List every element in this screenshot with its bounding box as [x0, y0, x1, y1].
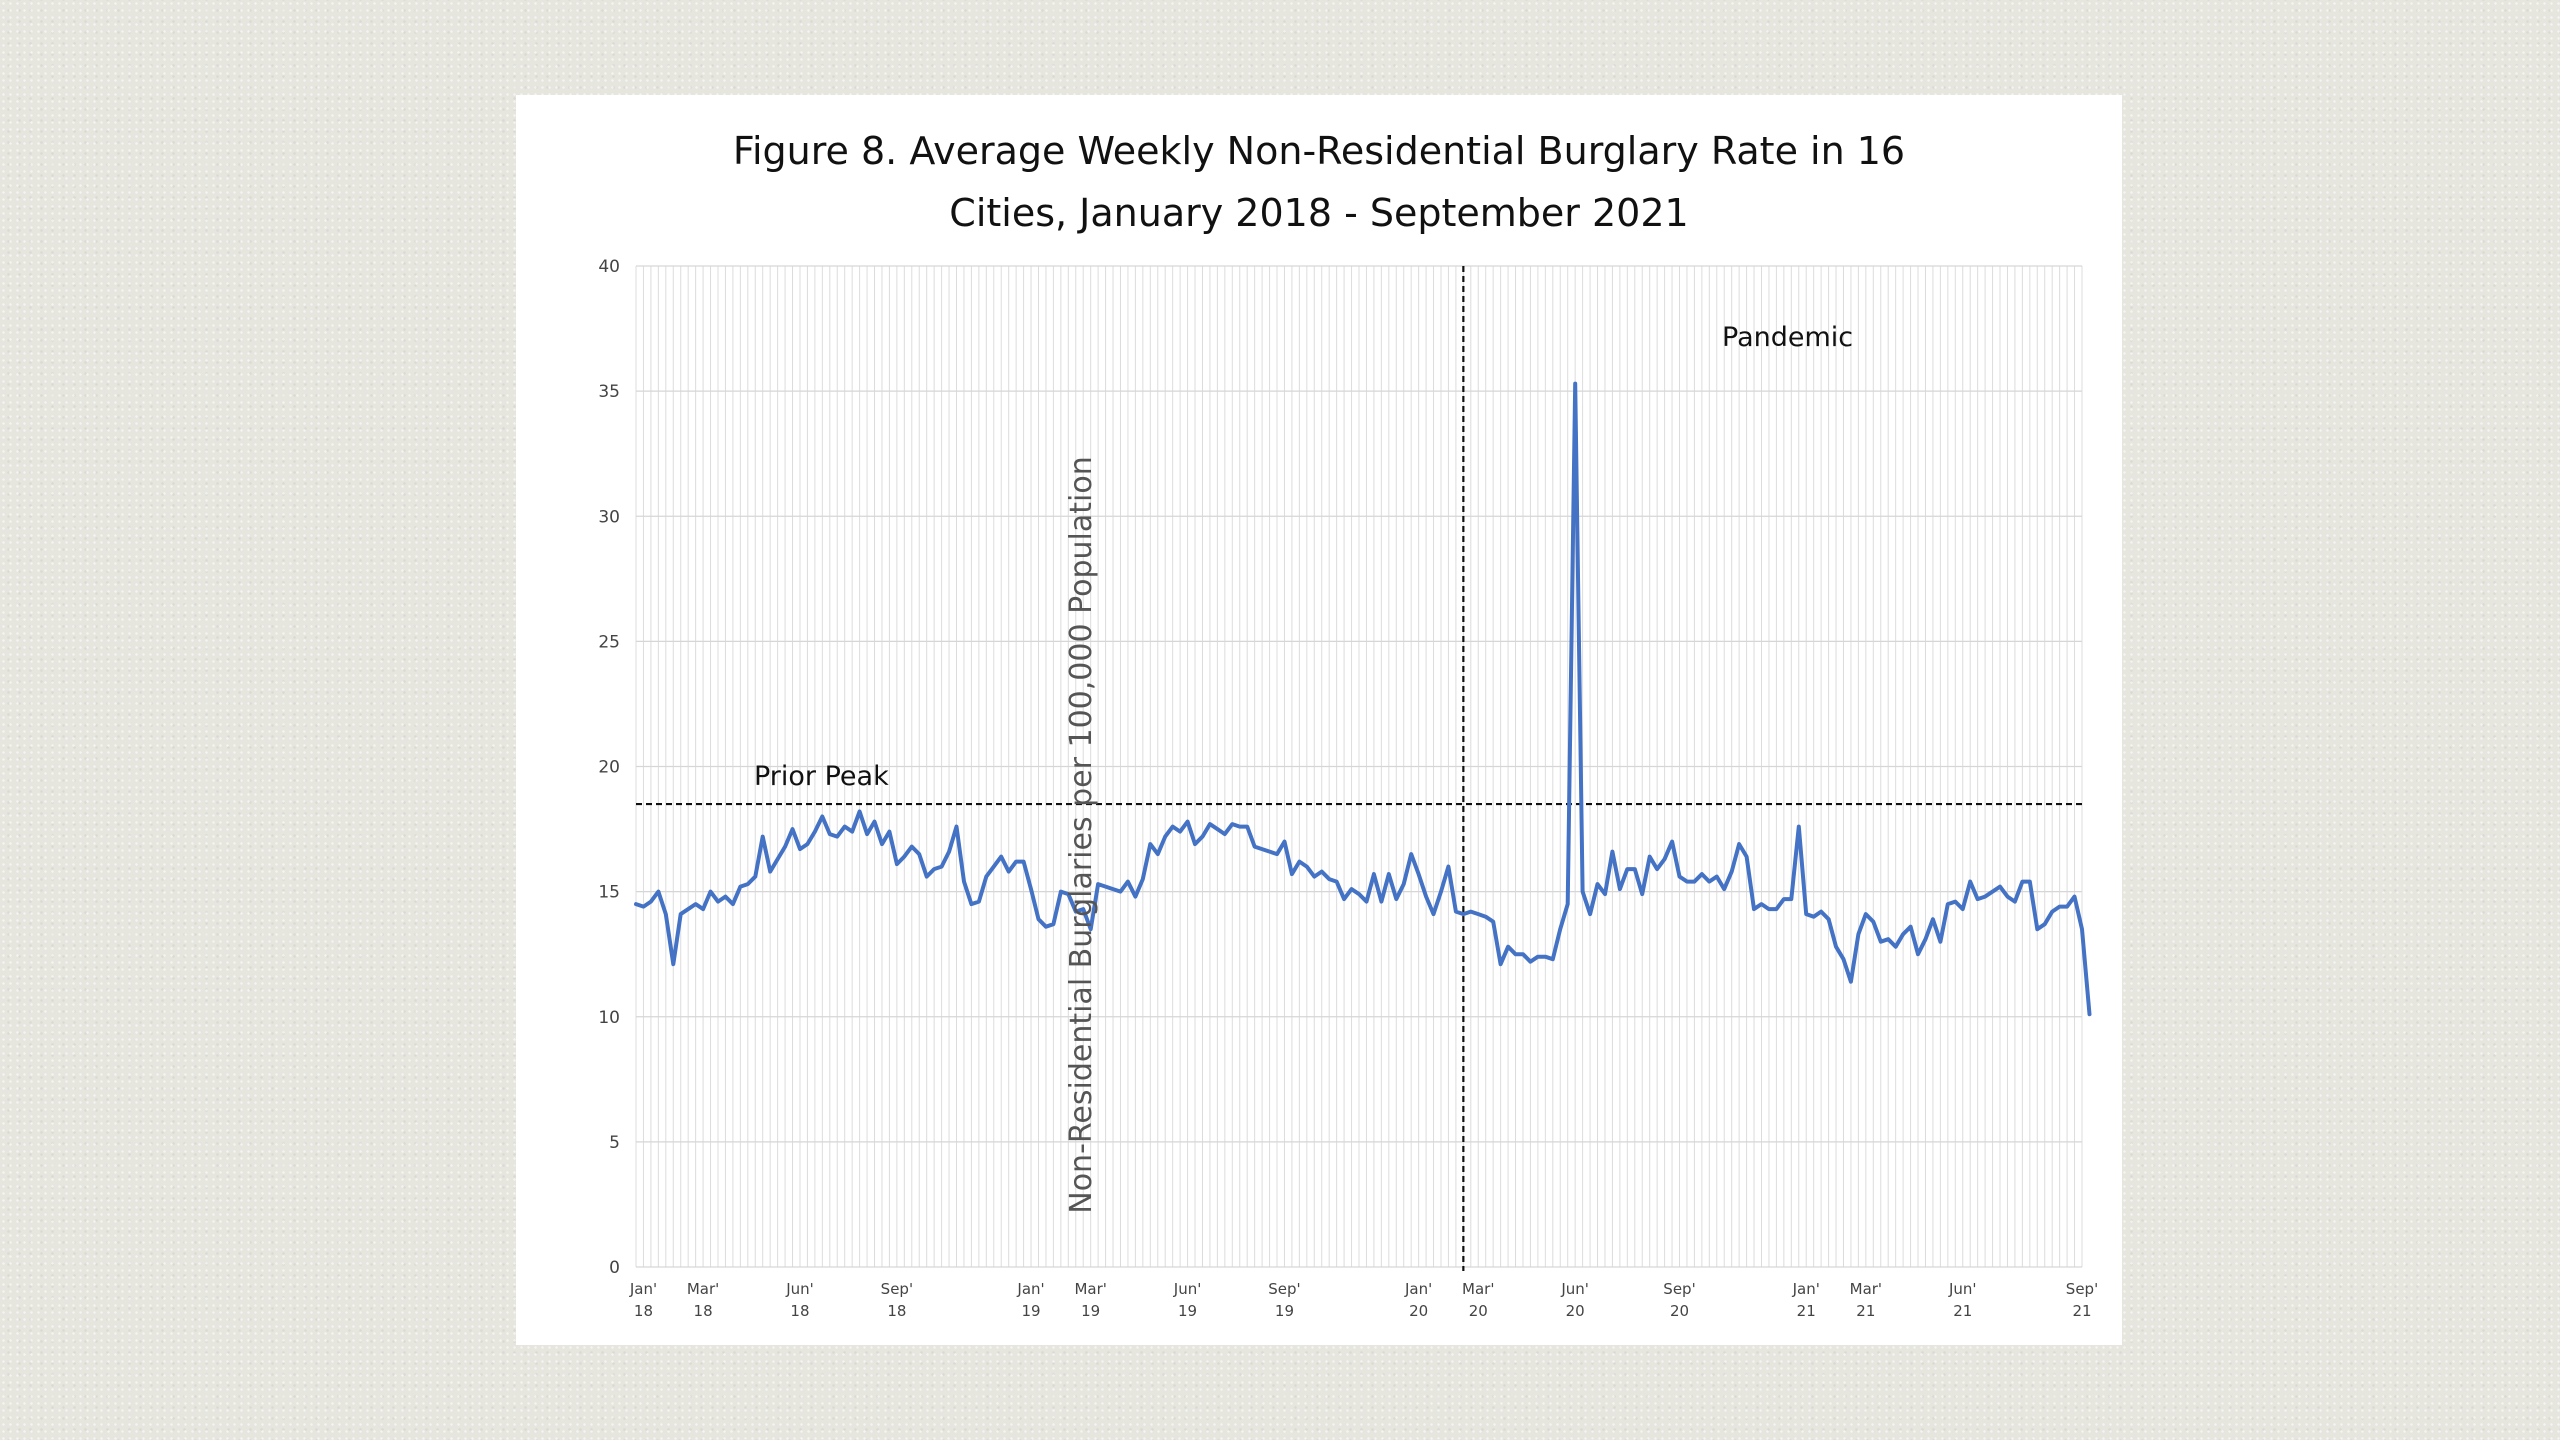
x-tick-label-year: 19 — [1081, 1302, 1100, 1320]
x-tick-label-year: 20 — [1409, 1302, 1428, 1320]
chart-card: Figure 8. Average Weekly Non-Residential… — [516, 95, 2122, 1345]
x-tick-label-month: Jan' — [629, 1280, 657, 1298]
x-tick-label-year: 18 — [790, 1302, 809, 1320]
y-tick-label: 10 — [598, 1008, 620, 1028]
x-tick-label-month: Mar' — [687, 1280, 719, 1298]
x-tick-label-month: Jun' — [1948, 1280, 1977, 1298]
x-tick-label-year: 18 — [694, 1302, 713, 1320]
y-tick-label: 40 — [598, 257, 620, 277]
x-tick-label-month: Jun' — [1173, 1280, 1202, 1298]
x-tick-label-month: Mar' — [1462, 1280, 1494, 1298]
x-tick-label-month: Jan' — [1792, 1280, 1820, 1298]
x-tick-label-year: 19 — [1275, 1302, 1294, 1320]
chart-title-line-2: Cities, January 2018 - September 2021 — [949, 191, 1689, 235]
chart-title: Figure 8. Average Weekly Non-Residential… — [516, 120, 2122, 244]
x-tick-label-month: Sep' — [881, 1280, 913, 1298]
x-tick-label-year: 21 — [1856, 1302, 1875, 1320]
x-tick-label-year: 21 — [1797, 1302, 1816, 1320]
x-tick-label-year: 20 — [1670, 1302, 1689, 1320]
x-tick-label-year: 19 — [1021, 1302, 1040, 1320]
axis-labels: 0 5 10 15 20 25 30 35 40 Jan' 18 Mar' 18 Jun' 18 Sep' 18… — [598, 257, 2098, 1320]
y-tick-label: 35 — [598, 382, 620, 402]
x-tick-label-year: 18 — [887, 1302, 906, 1320]
x-tick-label-month: Jan' — [1404, 1280, 1432, 1298]
x-tick-label-year: 21 — [1953, 1302, 1972, 1320]
x-tick-label-year: 20 — [1566, 1302, 1585, 1320]
x-tick-label-month: Sep' — [2066, 1280, 2098, 1298]
x-tick-label-month: Mar' — [1850, 1280, 1882, 1298]
y-tick-label: 0 — [609, 1258, 620, 1278]
weekly-burglary-rate-line — [634, 381, 2092, 1017]
series-layer — [634, 381, 2092, 1017]
x-tick-label-month: Jun' — [1560, 1280, 1589, 1298]
y-tick-label: 20 — [598, 758, 620, 778]
x-tick-label-year: 18 — [634, 1302, 653, 1320]
prior-peak-label: Prior Peak — [754, 761, 889, 792]
x-tick-label-year: 20 — [1469, 1302, 1488, 1320]
y-tick-label: 15 — [598, 883, 620, 903]
x-tick-label-month: Sep' — [1663, 1280, 1695, 1298]
x-tick-label-month: Jan' — [1016, 1280, 1044, 1298]
grid-layer — [635, 265, 2083, 1268]
y-tick-label: 30 — [598, 507, 620, 527]
y-tick-label: 5 — [609, 1133, 620, 1153]
x-tick-label-year: 19 — [1178, 1302, 1197, 1320]
x-tick-label-month: Mar' — [1074, 1280, 1106, 1298]
y-tick-label: 25 — [598, 632, 620, 652]
x-tick-label-month: Jun' — [785, 1280, 814, 1298]
pandemic-label: Pandemic — [1722, 322, 1853, 353]
y-axis-label: Non-Residential Burglaries per 100,000 P… — [1064, 456, 1099, 1214]
x-tick-label-year: 21 — [2072, 1302, 2091, 1320]
reference-lines: Prior Peak Pandemic — [636, 266, 2082, 1271]
line-chart: Prior Peak Pandemic 0 5 10 15 20 25 30 35 40 Jan' 1… — [598, 257, 2098, 1320]
x-tick-label-month: Sep' — [1268, 1280, 1300, 1298]
chart-title-line-1: Figure 8. Average Weekly Non-Residential… — [732, 129, 1906, 173]
